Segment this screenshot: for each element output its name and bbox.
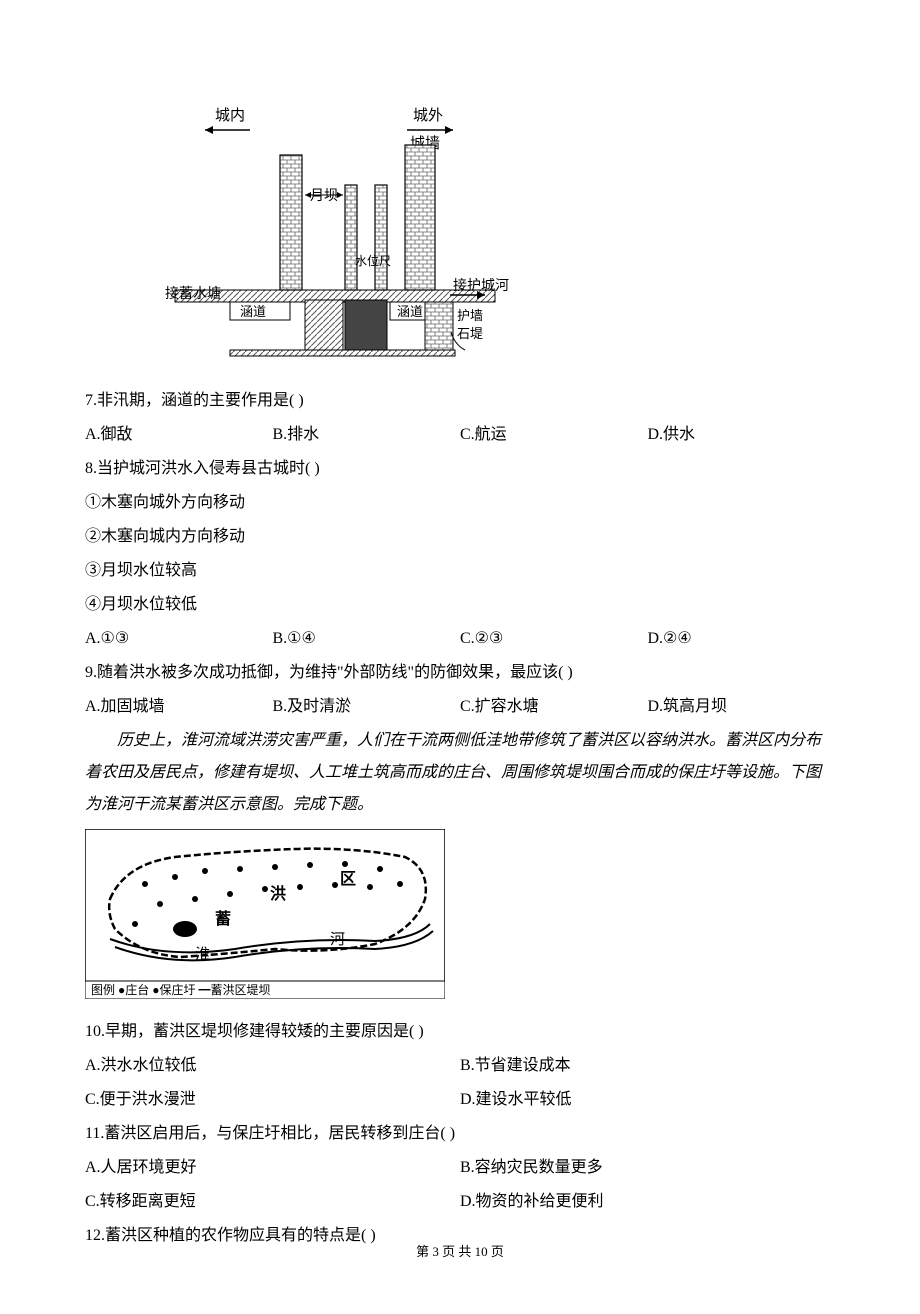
q8-sub1: ①木塞向城外方向移动	[85, 487, 835, 519]
q11-text: 11.蓄洪区启用后，与保庄圩相比，居民转移到庄台( )	[85, 1118, 835, 1150]
q8-text: 8.当护城河洪水入侵寿县古城时( )	[85, 453, 835, 485]
q8-sub3: ③月坝水位较高	[85, 555, 835, 587]
q7-opt-b: B.排水	[273, 419, 461, 451]
fig2-label-huai: 淮	[195, 946, 210, 963]
fig2-legend: 图例 ●庄台 ●保庄圩 ━蓄洪区堤坝	[91, 982, 271, 997]
q8-opt-b: B.①④	[273, 623, 461, 655]
q10-text: 10.早期，蓄洪区堤坝修建得较矮的主要原因是( )	[85, 1016, 835, 1048]
q7-opt-d: D.供水	[648, 419, 836, 451]
q10-options-row2: C.便于洪水漫泄 D.建设水平较低	[85, 1084, 835, 1116]
q11-opt-c: C.转移距离更短	[85, 1186, 460, 1218]
q8-opt-a: A.①③	[85, 623, 273, 655]
figure-1-container: 城内 城外 城墙	[155, 100, 835, 365]
q7-options: A.御敌 B.排水 C.航运 D.供水	[85, 419, 835, 451]
q10-options-row1: A.洪水水位较低 B.节省建设成本	[85, 1050, 835, 1082]
q8-opt-c: C.②③	[460, 623, 648, 655]
q7-opt-a: A.御敌	[85, 419, 273, 451]
fig2-label-qu: 区	[340, 870, 356, 888]
q9-opt-b: B.及时清淤	[273, 691, 461, 723]
q11-opt-d: D.物资的补给更便利	[460, 1186, 835, 1218]
q11-options-row1: A.人居环境更好 B.容纳灾民数量更多	[85, 1152, 835, 1184]
q11-opt-b: B.容纳灾民数量更多	[460, 1152, 835, 1184]
q8-sub4: ④月坝水位较低	[85, 589, 835, 621]
page-content: 城内 城外 城墙	[0, 0, 920, 1314]
fig1-label-waterlevel: 水位尺	[355, 253, 391, 268]
fig1-label-protect: 护墙	[457, 308, 483, 323]
fig2-label-xu: 蓄	[215, 909, 231, 928]
q10-opt-d: D.建设水平较低	[460, 1084, 835, 1116]
q11-options-row2: C.转移距离更短 D.物资的补给更便利	[85, 1186, 835, 1218]
fig1-label-channel-right: 涵道	[397, 304, 423, 319]
fig1-label-yueba: 月坝	[310, 188, 338, 204]
fig1-label-inside: 城内	[215, 107, 245, 124]
fig1-label-stone: 石堤	[457, 326, 483, 341]
q7-opt-c: C.航运	[460, 419, 648, 451]
fig1-label-moat: 接护城河	[453, 277, 509, 294]
fig1-label-channel-left: 涵道	[240, 304, 266, 319]
passage-text: 历史上，淮河流域洪涝灾害严重，人们在干流两侧低洼地带修筑了蓄洪区以容纳洪水。蓄洪…	[85, 725, 835, 821]
q7-text: 7.非汛期，涵道的主要作用是( )	[85, 385, 835, 417]
fig2-label-hong: 洪	[270, 884, 286, 903]
q10-opt-b: B.节省建设成本	[460, 1050, 835, 1082]
fig2-label-he: 河	[330, 931, 345, 948]
q8-options: A.①③ B.①④ C.②③ D.②④	[85, 623, 835, 655]
q9-opt-d: D.筑高月坝	[648, 691, 836, 723]
q10-opt-a: A.洪水水位较低	[85, 1050, 460, 1082]
q9-options: A.加固城墙 B.及时清淤 C.扩容水塘 D.筑高月坝	[85, 691, 835, 723]
page-footer: 第 3 页 共 10 页	[0, 1241, 920, 1260]
q9-opt-a: A.加固城墙	[85, 691, 273, 723]
q8-opt-d: D.②④	[648, 623, 836, 655]
figure-2-svg: 蓄 洪 区 淮 河 图例 ●庄台 ●保庄圩 ━蓄洪区堤坝	[85, 829, 445, 999]
q11-opt-a: A.人居环境更好	[85, 1152, 460, 1184]
figure-1-svg: 城内 城外 城墙	[155, 100, 515, 360]
q9-opt-c: C.扩容水塘	[460, 691, 648, 723]
fig1-label-reservoir: 接蓄水塘	[165, 285, 221, 302]
fig1-label-outside: 城外	[413, 107, 443, 124]
q8-sub2: ②木塞向城内方向移动	[85, 521, 835, 553]
figure-2-container: 蓄 洪 区 淮 河 图例 ●庄台 ●保庄圩 ━蓄洪区堤坝	[85, 829, 835, 1004]
q10-opt-c: C.便于洪水漫泄	[85, 1084, 460, 1116]
q9-text: 9.随着洪水被多次成功抵御，为维持"外部防线"的防御效果，最应该( )	[85, 657, 835, 689]
